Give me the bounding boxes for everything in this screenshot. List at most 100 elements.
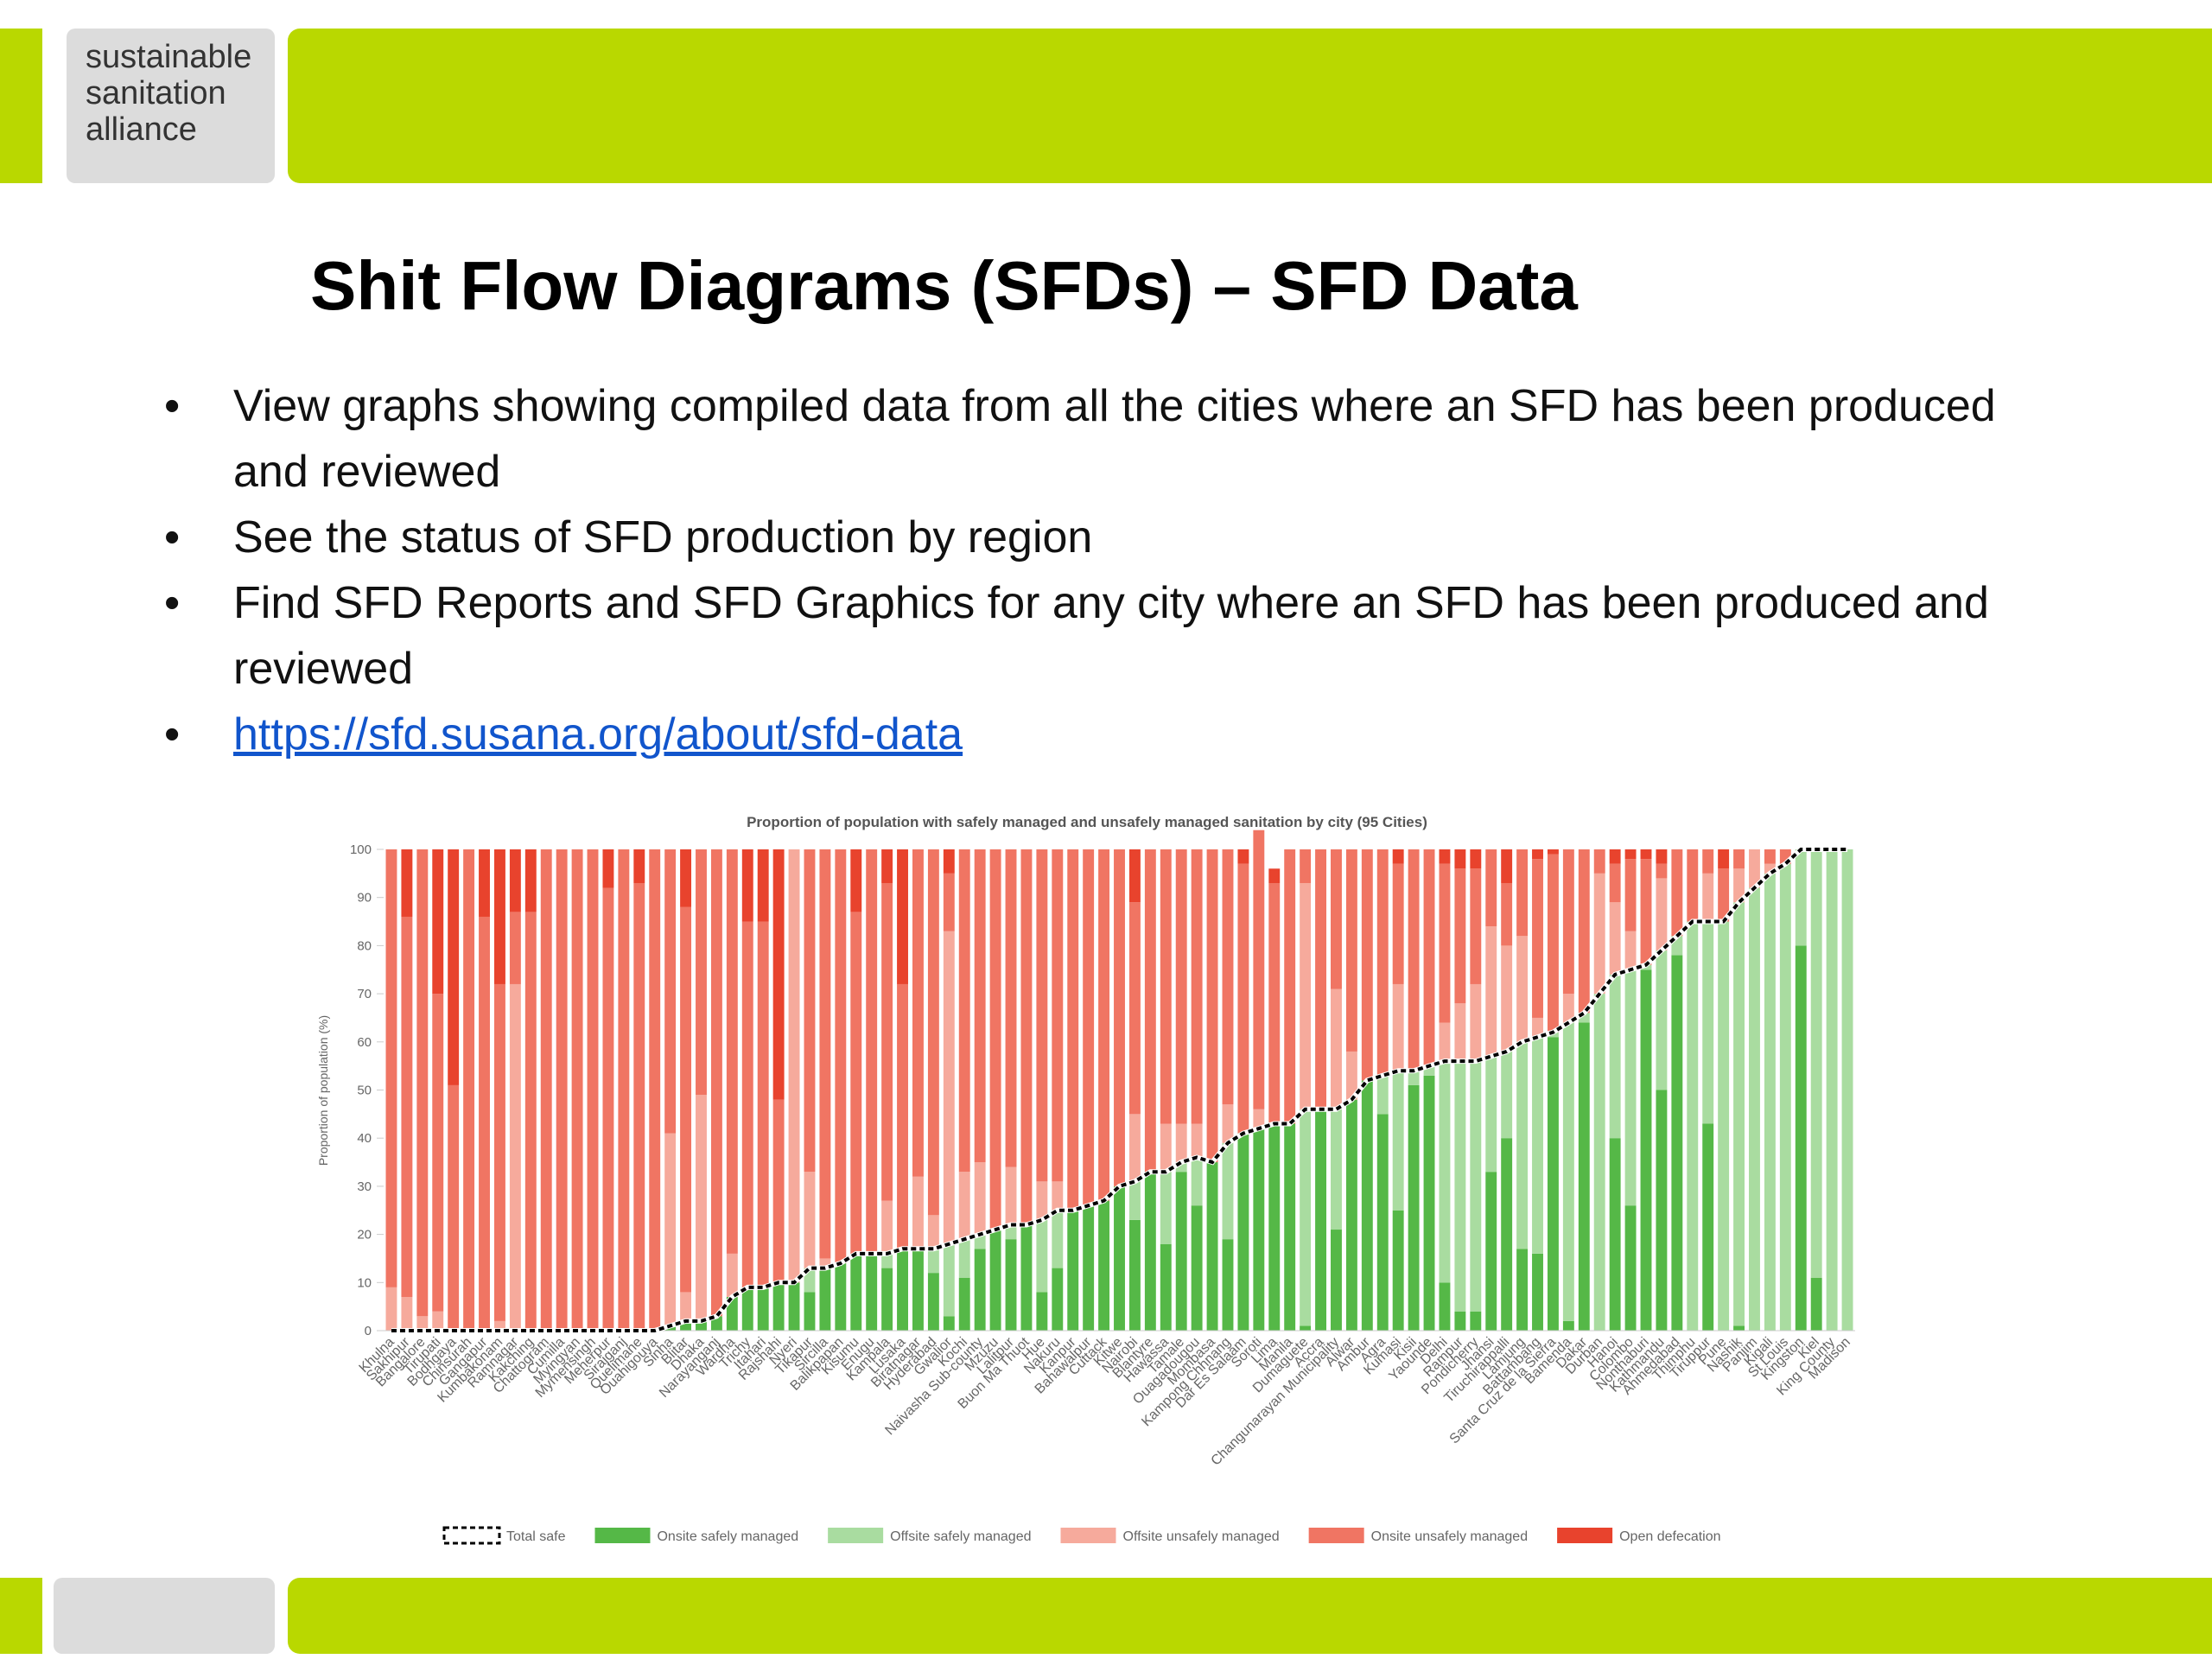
bar-segment: [1331, 1230, 1342, 1331]
bar-segment: [881, 1253, 893, 1268]
bar-segment: [1609, 849, 1621, 864]
bar-segment: [1733, 1325, 1745, 1331]
bar-segment: [1439, 1022, 1451, 1062]
bar-segment: [1206, 1162, 1218, 1331]
bar-segment: [1331, 1109, 1342, 1230]
bar-segment: [1052, 849, 1064, 1182]
y-tick-label: 40: [357, 1131, 372, 1146]
bar-segment: [1764, 849, 1776, 864]
bar-segment: [416, 849, 429, 1317]
bar-segment: [680, 1292, 692, 1321]
bar-segment: [1191, 849, 1203, 1124]
bar-segment: [1826, 849, 1838, 1331]
legend-swatch: [1060, 1528, 1116, 1543]
bar-segment: [1268, 868, 1281, 883]
bar-segment: [1779, 863, 1791, 1331]
bar-segment: [524, 912, 537, 1331]
bar-segment: [866, 849, 878, 1254]
bar-segment: [1160, 1243, 1172, 1331]
bar-segment: [1067, 1210, 1079, 1331]
bar-segment: [757, 1287, 769, 1331]
bar-segment: [1036, 1292, 1048, 1331]
bar-segment: [772, 849, 785, 1100]
bar-segment: [1470, 849, 1482, 869]
bar-segment: [726, 849, 738, 1254]
bar-segment: [1392, 1210, 1404, 1331]
bar-segment: [1191, 1123, 1203, 1158]
bar-segment: [897, 1249, 908, 1331]
bar-segment: [1052, 1181, 1064, 1211]
bar-segment: [1562, 994, 1574, 1023]
bar-segment: [1733, 868, 1745, 903]
bar-segment: [741, 1287, 753, 1331]
bar-segment: [1331, 988, 1342, 1109]
bar-segment: [1392, 863, 1404, 984]
bar-segment: [1609, 902, 1621, 975]
legend-swatch: [1308, 1528, 1364, 1543]
bar-segment: [850, 1253, 862, 1331]
link[interactable]: https://sfd.susana.org/about/sfd-data: [233, 709, 963, 760]
bar-segment: [1532, 1017, 1543, 1038]
bar-segment: [493, 1320, 505, 1331]
bar-segment: [1098, 1200, 1110, 1331]
bar-segment: [1237, 863, 1249, 1134]
bar-segment: [1702, 873, 1714, 922]
bar-segment: [1656, 878, 1668, 950]
bar-segment: [1795, 945, 1807, 1331]
bar-segment: [804, 849, 816, 1173]
bar-segment: [1237, 849, 1249, 864]
bar-segment: [1237, 1133, 1249, 1331]
bar-segment: [1114, 849, 1125, 1186]
bar-segment: [509, 983, 521, 1331]
bar-segment: [788, 1282, 800, 1331]
bar-segment: [1222, 849, 1234, 1105]
bar-segment: [943, 1316, 955, 1331]
bar-segment: [927, 1273, 939, 1331]
bar-segment: [1083, 849, 1095, 1206]
bar-segment: [664, 849, 677, 1134]
bar-segment: [1470, 983, 1482, 1062]
bar-segment: [881, 1268, 893, 1331]
bar-segment: [509, 912, 521, 984]
bar-segment: [1160, 1172, 1172, 1244]
bar-segment: [974, 849, 986, 1163]
bar-segment: [819, 1258, 831, 1268]
bar-segment: [1191, 1157, 1203, 1206]
bar-segment: [1718, 849, 1730, 869]
bar-segment: [1656, 849, 1668, 864]
bar-segment: [1810, 849, 1822, 1278]
y-tick-label: 50: [357, 1084, 372, 1098]
bar-segment: [1315, 1109, 1326, 1331]
bar-segment: [1052, 1268, 1064, 1331]
bar-segment: [1439, 1282, 1451, 1331]
bar-segment: [680, 849, 692, 907]
bar-segment: [958, 849, 970, 1173]
bar-segment: [432, 849, 444, 995]
bar-segment: [1609, 1138, 1621, 1331]
bar-segment: [1175, 1162, 1187, 1173]
bar-segment: [1702, 1123, 1714, 1331]
bar-segment: [1392, 849, 1404, 864]
bar-segment: [680, 1320, 692, 1331]
bullet: View graphs showing compiled data from a…: [164, 373, 2022, 505]
bar-segment: [804, 1292, 816, 1331]
bar-segment: [757, 921, 769, 1287]
bar-segment: [710, 849, 722, 1317]
bar-segment: [788, 849, 800, 1283]
bar-segment: [1687, 921, 1699, 1331]
bar-segment: [1501, 945, 1513, 1052]
bar-segment: [1532, 1253, 1543, 1331]
bar-segment: [1392, 1071, 1404, 1211]
bar-segment: [385, 849, 397, 1287]
bar-segment: [1345, 1099, 1357, 1331]
bar-segment: [1144, 1172, 1156, 1331]
bar-segment: [1516, 936, 1529, 1042]
bar-segment: [1300, 1325, 1312, 1331]
bar-segment: [1222, 1142, 1234, 1240]
bar-segment: [1640, 849, 1652, 860]
bar-segment: [741, 849, 753, 922]
bar-segment: [1470, 1311, 1482, 1331]
bar-segment: [1128, 849, 1141, 903]
bar-segment: [943, 849, 955, 874]
